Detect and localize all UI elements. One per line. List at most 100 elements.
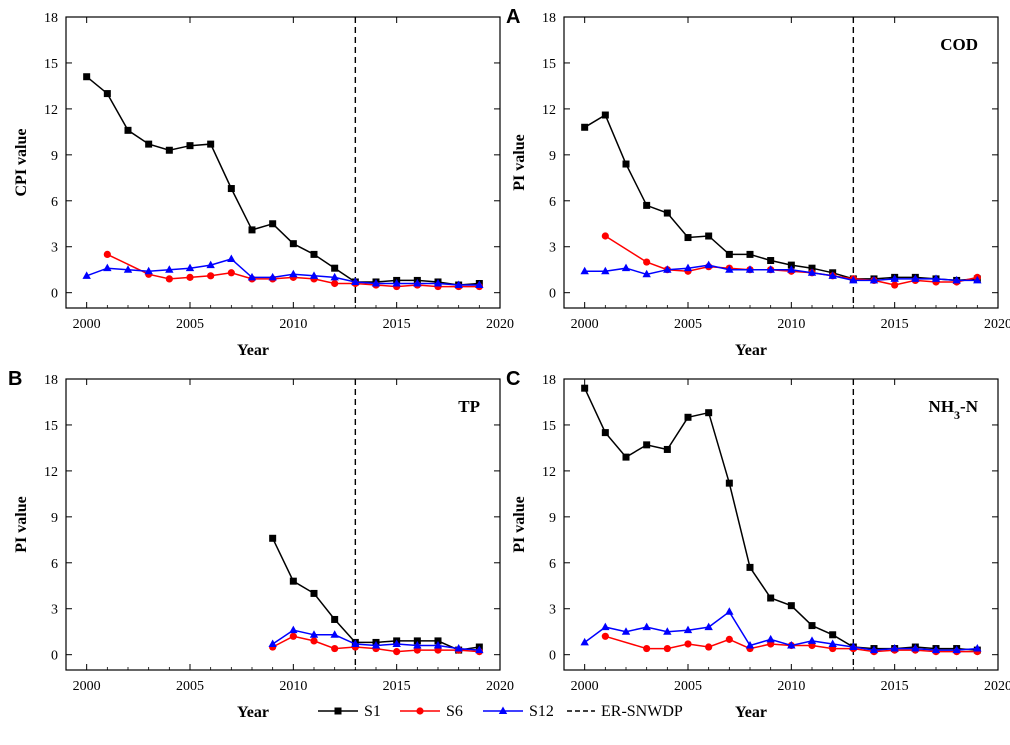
y-tick-label: 15 bbox=[44, 57, 58, 72]
chart-nh3n: 0 3 6 9 12 15 18 2000 2005 2010 2015 2020 Year PI val… bbox=[506, 368, 1010, 721]
data-point bbox=[289, 269, 298, 278]
data-point bbox=[787, 265, 796, 273]
y-tick-label: 12 bbox=[542, 103, 556, 118]
data-point bbox=[103, 250, 111, 258]
data-point bbox=[911, 644, 920, 652]
series-s12 bbox=[580, 260, 982, 284]
x-tick-label: 2005 bbox=[674, 317, 702, 332]
data-point bbox=[890, 644, 899, 652]
data-point bbox=[725, 265, 734, 273]
plot-frame bbox=[65, 16, 501, 309]
series-s6 bbox=[601, 232, 981, 289]
data-point bbox=[622, 453, 630, 461]
legend-label: S1 bbox=[364, 703, 381, 720]
y-tick-label: 9 bbox=[549, 149, 556, 164]
data-point bbox=[268, 272, 277, 281]
data-point bbox=[331, 644, 339, 653]
data-point bbox=[413, 637, 421, 645]
x-tick-label: 2020 bbox=[984, 679, 1010, 694]
x-tick-label: 2005 bbox=[674, 679, 702, 694]
x-tick-label: 2005 bbox=[176, 317, 204, 332]
data-point bbox=[705, 643, 713, 651]
panel-label: B bbox=[8, 368, 22, 390]
series-line-s1 bbox=[584, 387, 978, 651]
x-tick-label: 2000 bbox=[571, 317, 599, 332]
chart-cpi: 0 3 6 9 12 15 18 2000 2005 2010 2015 2020 Year CPI va… bbox=[13, 11, 514, 359]
data-point bbox=[309, 271, 319, 279]
data-point bbox=[973, 275, 982, 284]
data-point bbox=[725, 479, 733, 487]
data-point bbox=[165, 275, 173, 283]
data-point bbox=[621, 263, 631, 272]
x-axis-title: Year bbox=[237, 704, 269, 721]
data-point bbox=[704, 622, 713, 631]
data-point bbox=[622, 160, 630, 168]
y-tick-label: 9 bbox=[51, 149, 58, 164]
y-axis-title: PI value bbox=[511, 496, 528, 552]
data-point bbox=[601, 111, 609, 119]
data-point bbox=[433, 640, 443, 649]
y-tick-label: 9 bbox=[51, 511, 58, 526]
data-point bbox=[207, 272, 215, 280]
data-point bbox=[745, 640, 755, 649]
y-tick-label: 12 bbox=[542, 465, 556, 480]
plot-frame bbox=[65, 378, 501, 671]
data-point bbox=[310, 589, 318, 597]
data-point bbox=[766, 265, 775, 273]
x-tick-label: 2015 bbox=[383, 679, 411, 694]
data-point bbox=[683, 263, 693, 272]
data-point bbox=[828, 271, 837, 279]
data-point bbox=[705, 409, 713, 417]
data-point bbox=[454, 644, 463, 652]
data-point bbox=[621, 627, 631, 635]
data-point bbox=[931, 645, 941, 654]
x-axis-title: Year bbox=[735, 342, 767, 359]
x-tick-label: 2010 bbox=[777, 317, 805, 332]
data-point bbox=[310, 637, 318, 645]
data-point bbox=[663, 445, 671, 453]
data-point bbox=[581, 123, 589, 131]
annotation-subscript: 3 bbox=[954, 408, 960, 422]
x-tick-label: 2005 bbox=[176, 679, 204, 694]
data-point bbox=[849, 642, 858, 651]
data-point bbox=[103, 263, 112, 272]
y-axis-title: PI value bbox=[511, 134, 528, 190]
legend: S1 S6 S12 ER-SNWDP bbox=[318, 703, 683, 720]
data-point bbox=[165, 146, 173, 154]
data-point bbox=[601, 622, 610, 631]
data-point bbox=[828, 639, 837, 647]
y-tick-label: 3 bbox=[549, 241, 556, 256]
y-tick-label: 12 bbox=[44, 465, 58, 480]
legend-marker bbox=[416, 707, 424, 715]
data-point bbox=[911, 274, 920, 282]
data-point bbox=[330, 630, 339, 638]
series-s12 bbox=[82, 254, 484, 289]
annotation-main: COD bbox=[940, 35, 978, 54]
data-point bbox=[766, 634, 775, 643]
y-tick-label: 3 bbox=[51, 603, 58, 618]
y-tick-label: 0 bbox=[51, 287, 58, 302]
data-point bbox=[124, 126, 132, 134]
data-point bbox=[725, 635, 733, 643]
data-point bbox=[891, 281, 899, 289]
data-point bbox=[247, 272, 257, 281]
data-point bbox=[973, 644, 982, 652]
series-s1 bbox=[581, 384, 981, 654]
x-tick-label: 2020 bbox=[486, 317, 514, 332]
y-tick-label: 18 bbox=[44, 11, 58, 26]
series-line-s12 bbox=[86, 258, 480, 286]
series-line-s1 bbox=[272, 537, 480, 651]
data-point bbox=[289, 240, 297, 248]
data-point bbox=[207, 140, 215, 148]
y-axis-title: CPI value bbox=[13, 129, 30, 197]
x-tick-label: 2010 bbox=[777, 679, 805, 694]
data-point bbox=[643, 644, 651, 653]
data-point bbox=[580, 266, 589, 275]
legend-item-s6: S6 bbox=[400, 703, 463, 720]
data-point bbox=[767, 594, 775, 602]
y-tick-label: 6 bbox=[51, 195, 58, 210]
data-point bbox=[767, 257, 775, 265]
data-point bbox=[413, 640, 422, 649]
data-point bbox=[663, 644, 671, 653]
x-tick-label: 2010 bbox=[279, 317, 307, 332]
